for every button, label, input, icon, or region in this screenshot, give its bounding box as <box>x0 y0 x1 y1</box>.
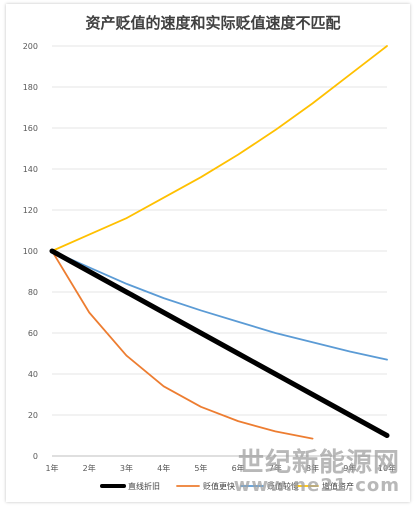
x-tick-label: 3年 <box>120 463 133 473</box>
y-tick-label: 160 <box>23 124 38 133</box>
y-tick-label: 180 <box>23 83 38 92</box>
series-lines <box>49 45 390 440</box>
chart-frame: 资产贬值的速度和实际贬值速度不匹配 0 20 40 60 80 100 120 140 160 1… <box>6 4 410 502</box>
watermark-url: www.ne21.com <box>233 475 400 497</box>
x-tick-label: 8年 <box>306 463 319 473</box>
y-tick-label: 100 <box>23 247 38 256</box>
legend: 直线折旧 贬值更快 贬值较慢 增值资产 <box>100 481 354 491</box>
legend-label: 直线折旧 <box>128 481 160 491</box>
x-tick-label: 4年 <box>157 463 170 473</box>
x-tick-label: 10年 <box>378 463 396 473</box>
x-tick-label: 7年 <box>269 463 282 473</box>
y-tick-label: 80 <box>28 288 38 297</box>
y-tick-label: 0 <box>33 452 38 461</box>
chart-title: 资产贬值的速度和实际贬值速度不匹配 <box>85 14 340 32</box>
series-line-1 <box>49 248 390 438</box>
watermark: 世纪新能源网 www.ne21.com <box>233 447 400 497</box>
legend-label: 增值资产 <box>322 481 354 491</box>
x-tick-label: 1年 <box>45 463 58 473</box>
x-tick-label: 9年 <box>343 463 356 473</box>
series-line-3 <box>51 250 388 361</box>
x-tick-label: 2年 <box>83 463 96 473</box>
y-tick-label: 20 <box>28 411 38 420</box>
x-tick-label: 6年 <box>232 463 245 473</box>
series-line-2 <box>51 250 314 440</box>
y-tick-label: 60 <box>28 329 38 338</box>
legend-label: 贬值较慢 <box>267 481 299 491</box>
y-axis-ticks: 0 20 40 60 80 100 120 140 160 180 200 <box>23 42 38 461</box>
x-axis-ticks: 1年 2年 3年 4年 5年 6年 7年 8年 9年 10年 <box>45 463 396 473</box>
x-tick-label: 5年 <box>194 463 207 473</box>
y-tick-label: 40 <box>28 370 38 379</box>
series-line-4 <box>51 45 388 252</box>
y-tick-label: 140 <box>23 165 38 174</box>
y-tick-label: 200 <box>23 42 38 51</box>
watermark-text: 世纪新能源网 <box>237 447 400 478</box>
y-tick-label: 120 <box>23 206 38 215</box>
line-chart: 资产贬值的速度和实际贬值速度不匹配 0 20 40 60 80 100 120 140 160 1… <box>23 14 396 491</box>
legend-label: 贬值更快 <box>203 481 235 491</box>
gridlines <box>52 45 387 457</box>
